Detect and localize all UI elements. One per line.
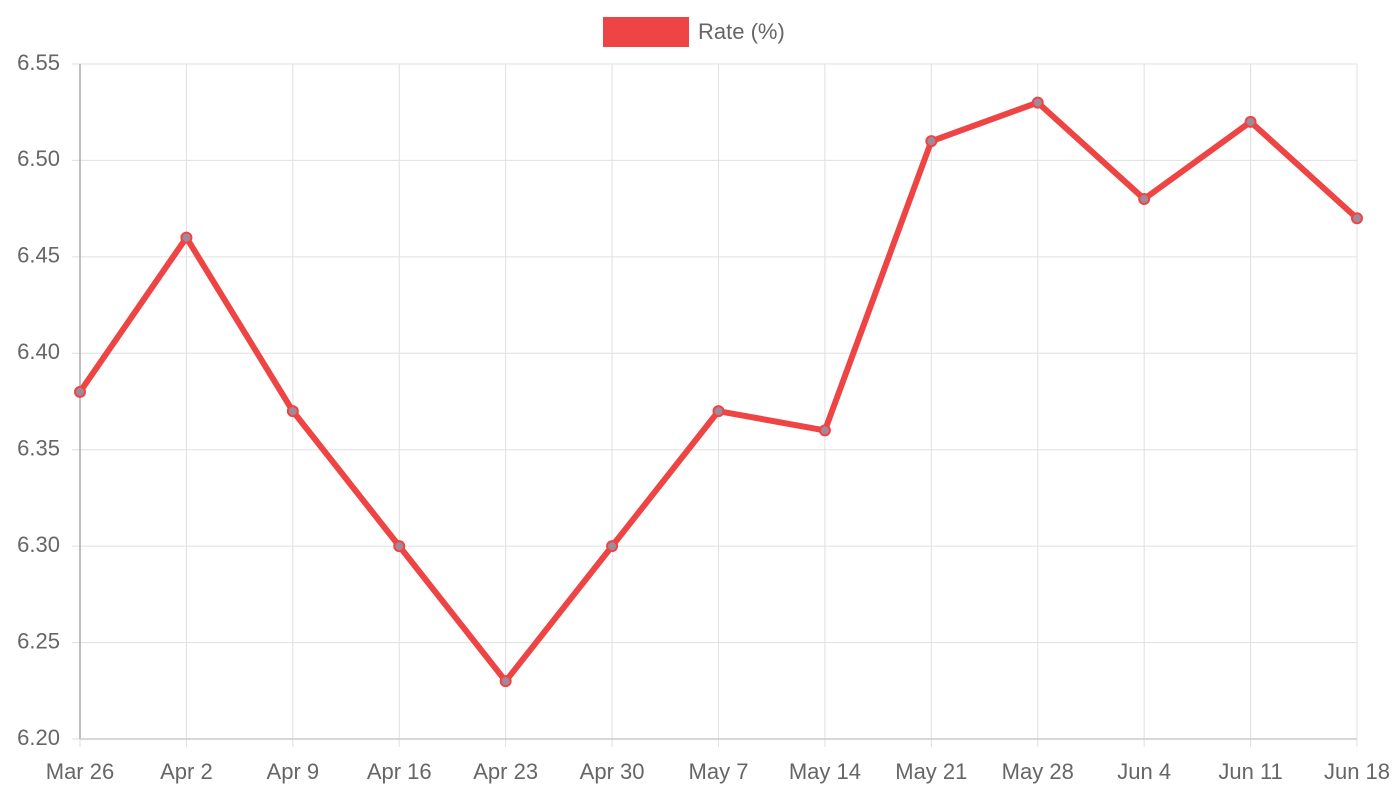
x-tick-label: May 7: [689, 759, 749, 784]
point: [1244, 115, 1257, 128]
x-tick-label: Mar 26: [46, 759, 114, 784]
x-tick-label: Jun 11: [1218, 759, 1282, 784]
y-tick-label: 6.30: [17, 532, 60, 557]
x-tick-label: Apr 16: [367, 759, 432, 784]
x-tick-label: Apr 30: [580, 759, 645, 784]
point: [1138, 193, 1151, 205]
y-tick-label: 6.25: [17, 628, 60, 653]
point: [712, 405, 725, 418]
point: [1351, 212, 1363, 225]
y-tick-label: 6.50: [17, 146, 60, 171]
y-tick-label: 6.20: [17, 725, 60, 750]
x-tick-label: May 21: [895, 759, 967, 784]
point: [1031, 96, 1044, 109]
x-tick-label: May 28: [1002, 759, 1074, 784]
point: [74, 385, 86, 398]
y-tick-label: 6.55: [17, 50, 60, 75]
legend-label: Rate (%): [698, 19, 785, 44]
y-tick-label: 6.40: [17, 339, 60, 364]
y-tick-label: 6.45: [17, 243, 60, 268]
legend-swatch: [603, 17, 689, 47]
y-tick-label: 6.35: [17, 436, 60, 461]
x-tick-label: Jun 4: [1117, 759, 1171, 784]
point: [925, 135, 938, 148]
point: [180, 231, 193, 244]
point: [393, 540, 406, 553]
point: [286, 405, 299, 418]
x-tick-label: Apr 2: [160, 759, 213, 784]
x-tick-label: Apr 9: [267, 759, 320, 784]
x-tick-label: Apr 23: [473, 759, 538, 784]
point: [818, 424, 831, 437]
point: [606, 540, 619, 553]
point: [499, 675, 512, 688]
x-tick-label: May 14: [789, 759, 861, 784]
x-tick-label: Jun 18: [1324, 759, 1390, 784]
